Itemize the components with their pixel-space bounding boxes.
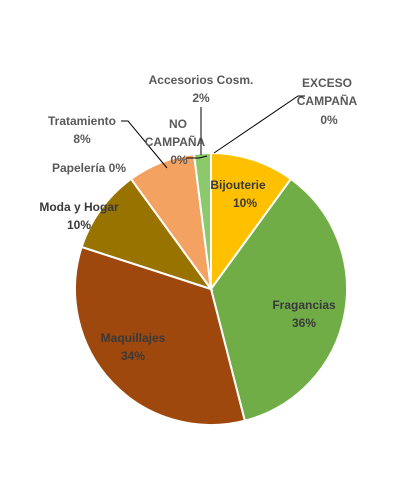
slice-accesorios-cosm [192, 151, 212, 290]
slice-bijouterie [210, 151, 293, 293]
leader-lines [121, 95, 305, 169]
pie-slices [74, 151, 348, 426]
slice-maquillajes [74, 245, 247, 426]
label-accesorios-cosm: Accesorios Cosm. 2% [149, 73, 254, 105]
slice-labels: Bijouterie 10% Fragancias 36% Maquillajes 34%… [39, 73, 357, 363]
slice-moda-y-hogar [80, 177, 214, 291]
slice-fragancias [209, 177, 348, 422]
label-bijouterie: Bijouterie 10% [210, 178, 266, 210]
label-moda-y-hogar: Moda y Hogar 10% [39, 200, 119, 232]
label-fragancias: Fragancias 36% [272, 298, 336, 330]
leader-line-tratamiento [121, 120, 168, 169]
label-papeleria: Papelería 0% [52, 161, 126, 175]
leader-line-no-campana [186, 155, 208, 159]
label-tratamiento: Tratamiento 8% [48, 114, 116, 146]
label-maquillajes: Maquillajes 34% [101, 331, 166, 363]
label-exceso-campana: EXCESO CAMPAÑA 0% [297, 76, 358, 127]
leader-line-exceso-campana [213, 95, 305, 154]
label-no-campana: NO CAMPAÑA 0% [145, 117, 206, 167]
